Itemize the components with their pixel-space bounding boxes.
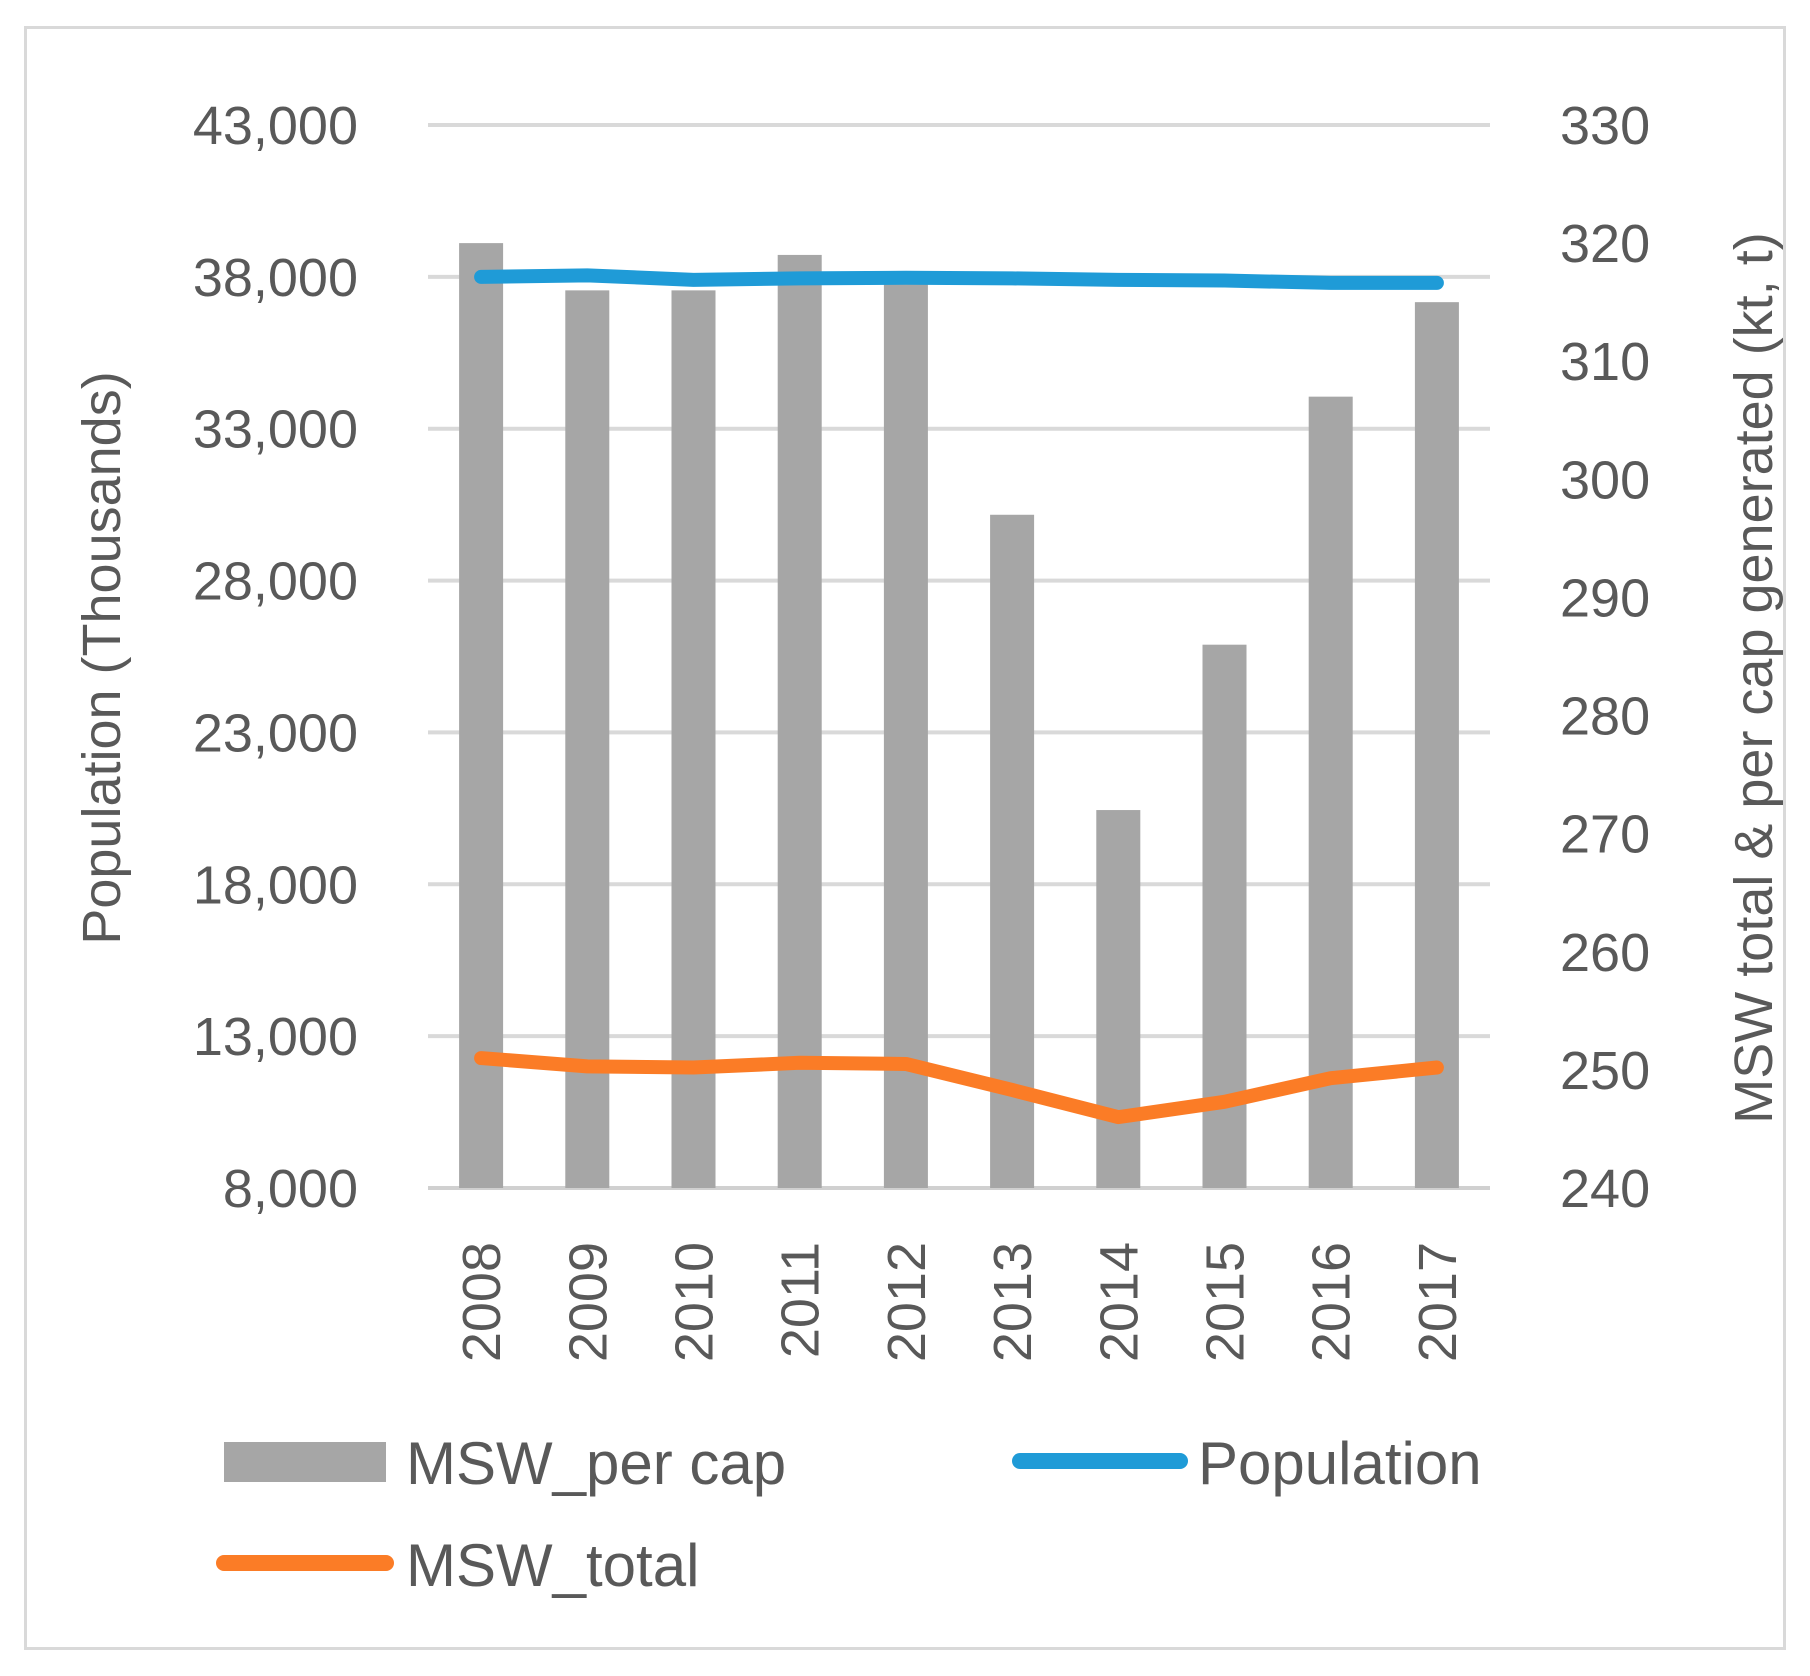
right-tick-label: 310 <box>1560 332 1650 392</box>
left-tick-label: 23,000 <box>193 703 358 763</box>
left-axis-title: Population (Thousands) <box>72 371 132 944</box>
legend-swatch-msw-per-cap <box>224 1442 386 1482</box>
bar-msw-per-cap <box>459 243 504 1189</box>
x-tick-label: 2013 <box>983 1242 1043 1362</box>
x-tick-label: 2010 <box>665 1242 725 1362</box>
right-tick-label: 260 <box>1560 923 1650 983</box>
x-tick-label: 2014 <box>1089 1242 1149 1362</box>
legend: MSW_per cap Population MSW_total <box>216 1430 1482 1599</box>
bar-msw-per-cap <box>1414 302 1459 1189</box>
left-tick-label: 43,000 <box>193 96 358 156</box>
x-tick-label: 2016 <box>1302 1242 1362 1362</box>
line-msw-total <box>474 1051 1444 1125</box>
lines <box>474 268 1444 1125</box>
left-tick-label: 38,000 <box>193 248 358 308</box>
bar-msw-per-cap <box>1096 810 1141 1188</box>
x-tick-label: 2015 <box>1196 1242 1256 1362</box>
right-tick-label: 240 <box>1560 1159 1650 1219</box>
x-tick-label: 2009 <box>558 1242 618 1362</box>
bars <box>459 243 1459 1189</box>
x-tick-label: 2017 <box>1408 1242 1468 1362</box>
legend-label-msw-total: MSW_total <box>406 1532 699 1599</box>
right-tick-label: 330 <box>1560 96 1650 156</box>
bar-msw-per-cap <box>777 254 822 1188</box>
left-tick-label: 18,000 <box>193 855 358 915</box>
legend-label-population: Population <box>1198 1430 1482 1497</box>
x-tick-label: 2011 <box>771 1242 831 1358</box>
legend-label-msw-per-cap: MSW_per cap <box>406 1430 786 1497</box>
right-tick-label: 320 <box>1560 214 1650 274</box>
left-tick-label: 33,000 <box>193 400 358 460</box>
right-tick-label: 250 <box>1560 1041 1650 1101</box>
bar-msw-per-cap <box>565 290 610 1188</box>
right-tick-label: 270 <box>1560 805 1650 865</box>
left-axis-ticks: 8,000 13,000 18,000 23,000 28,000 33,000 38,00… <box>193 96 358 1219</box>
x-tick-label: 2008 <box>452 1242 512 1362</box>
right-axis-title: MSW total & per cap generated (kt, t) <box>1724 232 1784 1123</box>
x-tick-label: 2012 <box>877 1242 937 1362</box>
bar-msw-per-cap <box>671 290 716 1188</box>
bar-msw-per-cap <box>883 278 928 1188</box>
x-axis-ticks: 2008 2009 2010 2011 2012 2013 2014 2015 2016 2017 <box>452 1242 1468 1362</box>
left-tick-label: 13,000 <box>193 1007 358 1067</box>
right-tick-label: 280 <box>1560 687 1650 747</box>
right-axis-ticks: 240 250 260 270 280 290 300 310 320 330 <box>1560 96 1650 1219</box>
right-tick-label: 300 <box>1560 450 1650 510</box>
right-tick-label: 290 <box>1560 568 1650 628</box>
bar-msw-per-cap <box>1308 396 1353 1189</box>
left-tick-label: 28,000 <box>193 552 358 612</box>
left-tick-label: 8,000 <box>223 1159 358 1219</box>
bar-msw-per-cap <box>990 514 1035 1188</box>
line-population <box>474 268 1444 290</box>
